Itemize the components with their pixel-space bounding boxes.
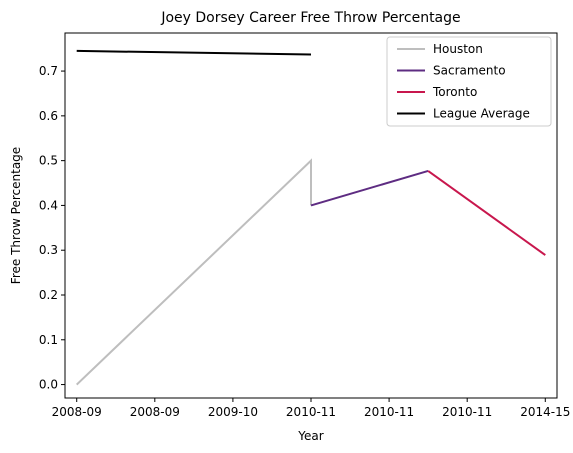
x-tick-label: 2010-11: [442, 405, 492, 419]
axes-layer: 2008-09 2008-09 2009-10 2010-11 2010-11 2010-…: [39, 32, 570, 419]
series-line-1: [310, 169, 429, 207]
y-tick-label: 0.7: [39, 64, 58, 78]
y-tick-label: 0.0: [39, 378, 58, 392]
legend-label: Toronto: [432, 85, 477, 99]
series-line-2: [427, 170, 546, 256]
x-tick-label: 2010-11: [286, 405, 336, 419]
legend-label: League Average: [433, 107, 530, 121]
y-tick-label: 0.6: [39, 109, 58, 123]
series-line-3: [76, 49, 312, 56]
series-layer: [76, 49, 546, 386]
y-axis-label: Free Throw Percentage: [9, 147, 23, 284]
x-axis-label: Year: [297, 429, 323, 443]
x-tick-label: 2014-15: [520, 405, 570, 419]
x-tick-label: 2009-10: [208, 405, 258, 419]
x-tick-label: 2010-11: [364, 405, 414, 419]
y-tick-label: 0.4: [39, 198, 58, 212]
series-line-0: [76, 158, 312, 386]
y-tick-label: 0.3: [39, 243, 58, 257]
legend-label: Sacramento: [433, 64, 506, 78]
y-tick-label: 0.2: [39, 288, 58, 302]
y-tick-label: 0.1: [39, 333, 58, 347]
x-tick-label: 2008-09: [130, 405, 180, 419]
legend-box: [386, 36, 552, 127]
legend-label: Houston: [433, 42, 483, 56]
x-tick-label: 2008-09: [52, 405, 102, 419]
chart-title: Joey Dorsey Career Free Throw Percentage: [160, 10, 460, 26]
legend: Houston Sacramento Toronto League Average: [386, 36, 552, 127]
y-tick-label: 0.5: [39, 154, 58, 168]
